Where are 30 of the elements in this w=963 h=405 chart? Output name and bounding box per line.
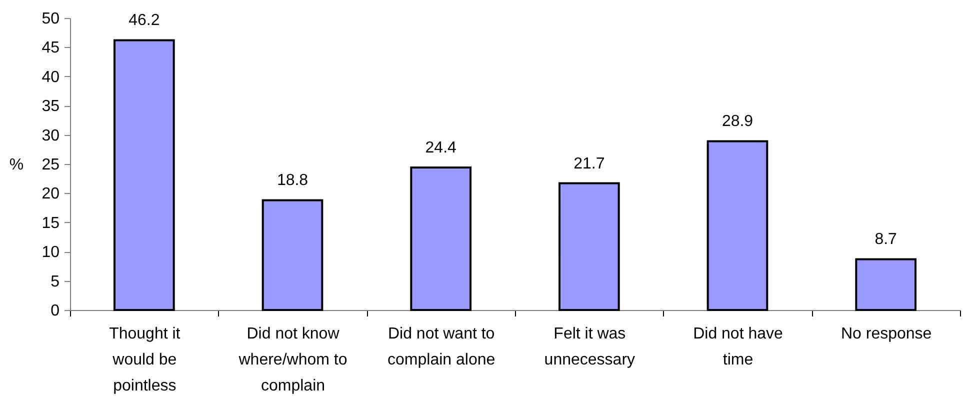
x-tick-label: Did not have time (693, 326, 784, 368)
bar (558, 182, 620, 311)
y-tick-label: 35 (42, 98, 60, 116)
x-tick-label: Did not know where/whom to complain (238, 326, 348, 394)
bar (114, 39, 175, 311)
x-tick-label: No response (840, 326, 932, 342)
y-tick-label: 40 (42, 68, 60, 86)
data-label: 28.9 (722, 113, 754, 130)
data-label: 8.7 (874, 231, 898, 248)
x-tick-label: Thought it would be pointless (109, 326, 181, 394)
bar (706, 140, 768, 311)
data-label: 46.2 (128, 12, 160, 30)
bar (855, 258, 916, 311)
data-label: 21.7 (574, 155, 605, 172)
y-tick-label: 25 (42, 156, 60, 174)
y-axis-title: % (9, 156, 24, 174)
bar (262, 199, 324, 311)
y-tick-label: 20 (42, 186, 60, 203)
y-tick-label: 30 (42, 127, 60, 144)
x-tick-label: Felt it was unnecessary (544, 326, 636, 368)
y-tick-label: 45 (42, 40, 60, 57)
y-tick-label: 50 (42, 10, 60, 28)
y-tick-label: 5 (50, 273, 60, 290)
y-tick-label: 10 (42, 244, 60, 262)
bar (410, 166, 472, 311)
x-tick-label: Did not want to complain alone (388, 326, 496, 368)
y-tick-label: 15 (42, 214, 60, 232)
data-label: 24.4 (425, 140, 457, 157)
y-tick-label: 0 (50, 302, 60, 320)
data-label: 18.8 (276, 172, 308, 190)
